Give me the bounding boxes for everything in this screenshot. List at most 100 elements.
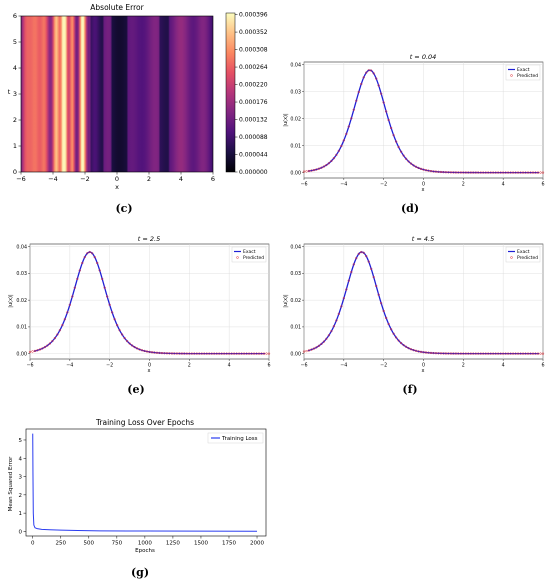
predicted-point (387, 322, 390, 326)
predicted-point (385, 316, 388, 320)
plot-area (25, 428, 267, 537)
panel-e-plot: −6 −4 −2 0 2 4 6 0.00 0.01 0.02 0.03 0.04 ExactPredi… (16, 243, 271, 369)
predicted-point (158, 351, 161, 355)
x-tick-label: −4 (340, 182, 347, 188)
predicted-point (367, 69, 370, 72)
predicted-point (185, 352, 188, 355)
predicted-point (531, 352, 535, 355)
predicted-point (307, 349, 311, 352)
predicted-point (534, 171, 537, 174)
predicted-point (529, 171, 532, 174)
predicted-point (360, 250, 363, 254)
predicted-point (198, 352, 201, 355)
predicted-point (83, 255, 86, 259)
x-tick-label: 6 (541, 363, 544, 369)
predicted-point (422, 351, 425, 354)
predicted-point (519, 352, 522, 355)
heatmap-ylabel: t (8, 88, 11, 96)
y-tick-label: 0.02 (290, 116, 301, 122)
panel-g-ylabel: Mean Squared Error (8, 456, 14, 511)
predicted-point (120, 333, 124, 336)
predicted-point (58, 329, 62, 332)
predicted-point (419, 167, 423, 171)
predicted-point (407, 160, 410, 163)
predicted-point (479, 171, 482, 174)
panel-c: Absolute Error −6 −4 −2 0 2 4 6 0 1 2 3 4 5 6 x t 0.… (8, 3, 268, 215)
y-tick-label: 0.04 (16, 244, 27, 250)
x-tick-label: 2 (462, 363, 465, 369)
y-tick-label: 2 (19, 493, 23, 499)
predicted-point (457, 352, 460, 355)
predicted-point (302, 350, 306, 353)
panel-d-ylabel: |u(x)| (283, 113, 289, 127)
predicted-point (372, 72, 375, 75)
legend-predicted-swatch (510, 256, 513, 259)
caption-f: (f) (402, 383, 417, 396)
panel-f-title: t = 4.5 (412, 235, 434, 243)
panel-d-xlabel: x (422, 187, 425, 193)
predicted-point (145, 350, 149, 353)
predicted-point (437, 352, 440, 355)
predicted-point (257, 352, 261, 355)
heatmap-y-tick-label: 6 (13, 12, 17, 20)
predicted-point (88, 250, 91, 254)
predicted-point (531, 171, 535, 174)
predicted-point (524, 171, 527, 174)
x-tick-label: 4 (502, 363, 505, 369)
predicted-point (128, 342, 131, 345)
legend-box (207, 432, 264, 444)
y-tick-label: 3 (19, 475, 23, 481)
y-tick-label: 0.03 (290, 271, 301, 277)
predicted-point (417, 166, 420, 170)
predicted-point (502, 352, 505, 355)
predicted-point (193, 352, 196, 355)
colorbar-tick-label: 0.000308 (239, 47, 268, 54)
y-tick-label: 0.01 (290, 325, 301, 331)
predicted-point (56, 333, 59, 336)
predicted-point (208, 352, 211, 355)
y-tick-label: 0.00 (290, 351, 301, 357)
predicted-point (200, 352, 203, 355)
predicted-point (511, 171, 515, 174)
predicted-point (489, 352, 492, 355)
predicted-point (524, 352, 527, 355)
x-tick-label: −6 (300, 182, 307, 188)
predicted-point (494, 352, 497, 355)
heatmap-x-tick-label: −2 (80, 175, 90, 183)
panel-g-xlabel: Epochs (135, 548, 155, 554)
predicted-point (372, 275, 375, 279)
heatmap-y-tick-label: 0 (13, 168, 17, 176)
x-tick-label: 4 (502, 182, 505, 188)
predicted-point (414, 165, 418, 168)
predicted-point (230, 352, 233, 355)
predicted-point (412, 164, 415, 167)
predicted-point (242, 352, 246, 355)
predicted-point (267, 352, 271, 355)
y-tick-label: 0.02 (16, 298, 27, 304)
x-tick-label: 500 (84, 541, 95, 547)
predicted-point (262, 352, 266, 355)
panel-d: t = 0.04 −6 −4 −2 0 2 4 6 0.00 0.01 0.02 0.03 0.04 E… (283, 53, 545, 215)
predicted-point (63, 318, 67, 321)
colorbar (225, 12, 236, 173)
predicted-point (350, 270, 353, 274)
predicted-point (502, 171, 505, 174)
predicted-point (317, 344, 321, 347)
heatmap-x-tick-label: −4 (48, 175, 58, 183)
predicted-point (265, 352, 268, 355)
legend-exact-label: Exact (243, 249, 256, 255)
legend-predicted-label: Predicted (517, 255, 538, 261)
heatmap-x-tick-label: 0 (115, 175, 119, 183)
predicted-point (143, 349, 146, 353)
predicted-point (439, 352, 443, 355)
predicted-point (377, 293, 380, 296)
predicted-point (367, 260, 370, 263)
heatmap-x-tick-label: 4 (179, 175, 183, 183)
predicted-point (101, 277, 104, 281)
heatmap-y-tick-label: 1 (13, 142, 17, 150)
colorbar-ticks: 0.000000 0.000044 0.000088 0.000132 0.000176… (235, 12, 268, 176)
predicted-point (352, 263, 355, 266)
predicted-point (365, 71, 368, 74)
predicted-point (183, 352, 186, 355)
colorbar-tick-label: 0.000352 (239, 29, 268, 36)
